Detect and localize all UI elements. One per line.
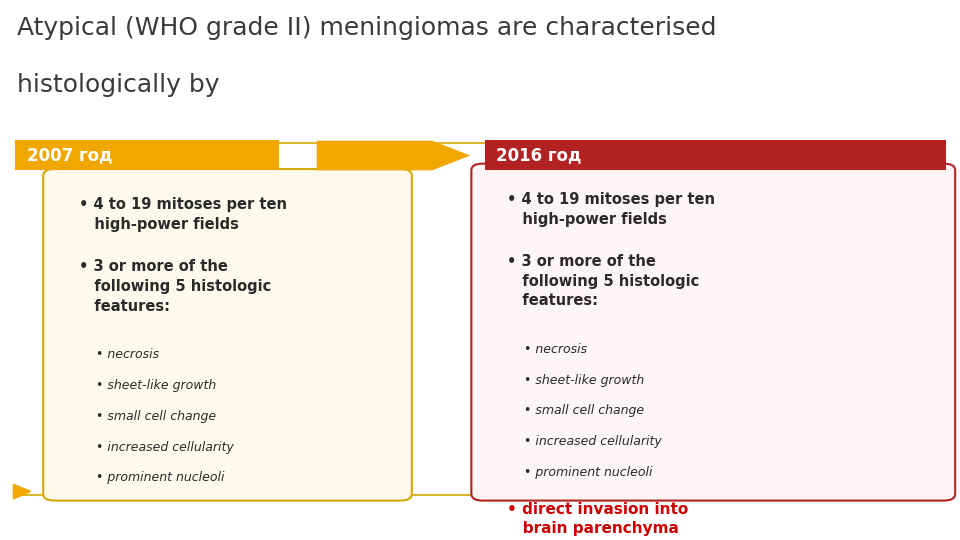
Text: • small cell change: • small cell change (96, 410, 216, 423)
Text: histologically by: histologically by (17, 73, 220, 97)
Text: • prominent nucleoli: • prominent nucleoli (524, 466, 653, 479)
FancyBboxPatch shape (43, 169, 412, 501)
Polygon shape (13, 484, 31, 499)
Text: • necrosis: • necrosis (524, 343, 588, 356)
Text: Atypical (WHO grade II) meningiomas are characterised: Atypical (WHO grade II) meningiomas are … (17, 16, 717, 40)
Text: • necrosis: • necrosis (96, 348, 159, 361)
Text: • small cell change: • small cell change (524, 404, 644, 417)
Text: • 4 to 19 mitoses per ten
   high-power fields: • 4 to 19 mitoses per ten high-power fie… (79, 197, 287, 232)
Text: • 3 or more of the
   following 5 histologic
   features:: • 3 or more of the following 5 histologi… (79, 259, 271, 314)
Text: • 3 or more of the
   following 5 histologic
   features:: • 3 or more of the following 5 histologi… (507, 254, 699, 308)
FancyBboxPatch shape (485, 140, 946, 170)
Text: • increased cellularity: • increased cellularity (524, 435, 661, 448)
Polygon shape (317, 140, 470, 171)
Text: • direct invasion into
   brain parenchyma: • direct invasion into brain parenchyma (507, 502, 688, 536)
Text: • prominent nucleoli: • prominent nucleoli (96, 471, 225, 484)
Text: • sheet-like growth: • sheet-like growth (96, 379, 216, 392)
Text: • sheet-like growth: • sheet-like growth (524, 374, 644, 387)
Text: 2007 год: 2007 год (27, 146, 112, 164)
FancyBboxPatch shape (471, 164, 955, 501)
Text: • 4 to 19 mitoses per ten
   high-power fields: • 4 to 19 mitoses per ten high-power fie… (507, 192, 715, 226)
Text: 2016 год: 2016 год (496, 146, 582, 164)
Text: • increased cellularity: • increased cellularity (96, 441, 233, 454)
FancyBboxPatch shape (15, 140, 279, 170)
